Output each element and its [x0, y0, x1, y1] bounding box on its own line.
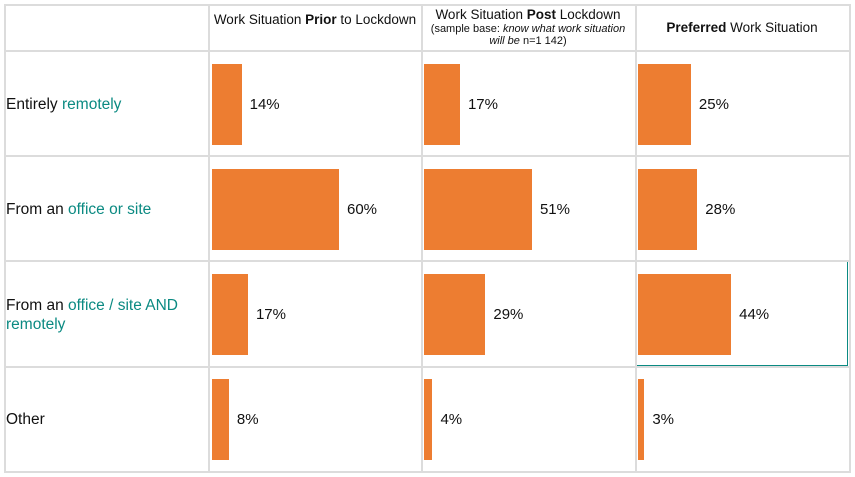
header-prior-bold: Prior	[305, 12, 337, 27]
data-label: 25%	[698, 96, 729, 113]
bar	[212, 274, 248, 355]
data-label: 8%	[236, 411, 259, 428]
grid-vline	[635, 4, 637, 473]
bar	[424, 379, 433, 460]
grid-hline	[4, 471, 851, 473]
row-label-entirely-remotely: Entirely remotely	[6, 95, 201, 114]
data-label: 28%	[705, 201, 736, 218]
grid-hline	[4, 155, 851, 157]
header-preferred-bold: Preferred	[666, 20, 727, 35]
header-post-bold: Post	[526, 7, 556, 22]
grid-hline	[4, 366, 851, 368]
bar	[424, 274, 486, 355]
bar	[638, 64, 691, 145]
data-label: 44%	[739, 306, 770, 323]
grid-hline	[4, 260, 851, 262]
header-preferred: Preferred Work Situation	[636, 20, 848, 36]
bar	[638, 169, 698, 250]
header-post-post: Lockdown	[556, 7, 621, 22]
data-label: 60%	[347, 201, 378, 218]
grid-vline	[421, 4, 423, 473]
data-label: 29%	[493, 306, 524, 323]
row-label-office-and-remotely: From an office / site AND remotely	[6, 296, 201, 334]
grid-hline	[4, 4, 851, 6]
row-label-accent: remotely	[62, 96, 122, 113]
header-post-lockdown: Work Situation Post Lockdown (sample bas…	[422, 7, 634, 47]
data-label: 3%	[652, 411, 675, 428]
row-label-office-or-site: From an office or site	[6, 200, 201, 219]
data-label: 14%	[249, 96, 280, 113]
header-preferred-post: Work Situation	[726, 20, 818, 35]
header-prior-post: to Lockdown	[336, 12, 417, 27]
grid-vline	[208, 4, 210, 473]
row-label-pre: From an	[6, 297, 69, 314]
grid-vline	[849, 4, 851, 473]
data-label: 4%	[440, 411, 463, 428]
header-post-note-pre: (sample base:	[430, 23, 503, 35]
header-post-note-post: n=1 142)	[519, 35, 567, 47]
bar	[424, 64, 460, 145]
data-label: 17%	[467, 96, 498, 113]
data-label: 51%	[539, 201, 570, 218]
header-prior-pre: Work Situation	[213, 12, 306, 27]
bar	[638, 379, 645, 460]
row-label-other: Other	[6, 410, 201, 429]
row-label-pre: Other	[6, 411, 45, 428]
row-label-pre: From an	[6, 201, 69, 218]
bar	[212, 64, 242, 145]
header-prior-to-lockdown: Work Situation Prior to Lockdown	[212, 12, 418, 28]
bar	[424, 169, 532, 250]
grid-hline	[4, 50, 851, 52]
row-label-accent: office / site AND remotely	[6, 297, 178, 333]
grid-vline	[4, 4, 6, 473]
bar	[212, 169, 339, 250]
row-label-pre: Entirely	[6, 96, 62, 113]
header-post-note-italic: know what work situation will be	[489, 23, 626, 47]
row-label-accent: office or site	[68, 201, 152, 218]
bar	[212, 379, 229, 460]
bar	[638, 274, 732, 355]
header-post-pre: Work Situation	[435, 7, 527, 22]
header-post-note: (sample base: know what work situation w…	[422, 23, 634, 47]
data-label: 17%	[255, 306, 286, 323]
